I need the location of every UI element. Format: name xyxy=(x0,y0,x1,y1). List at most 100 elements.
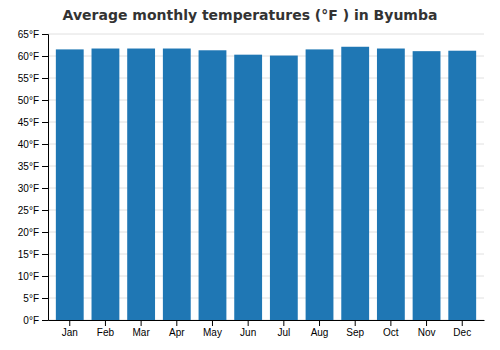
x-tick-label: Feb xyxy=(97,327,115,338)
y-tick: 45°F xyxy=(18,117,48,128)
bar xyxy=(127,49,155,320)
y-tick: 20°F xyxy=(18,227,48,238)
x-tick-label: Nov xyxy=(418,327,436,338)
x-tick-label: Sep xyxy=(346,327,364,338)
x-tick-mark xyxy=(176,320,177,326)
bar xyxy=(448,51,476,320)
bar xyxy=(56,49,84,320)
x-tick-mark xyxy=(390,320,391,326)
x-tick: Jul xyxy=(277,320,290,338)
grid-line xyxy=(48,34,484,35)
y-tick-label: 50°F xyxy=(18,95,39,106)
y-tick: 5°F xyxy=(23,293,48,304)
y-tick-mark xyxy=(42,298,48,299)
x-tick: Sep xyxy=(346,320,364,338)
grid xyxy=(48,34,484,320)
x-tick-label: Aug xyxy=(311,327,329,338)
x-tick-mark xyxy=(355,320,356,326)
y-tick-label: 35°F xyxy=(18,161,39,172)
y-tick: 0°F xyxy=(23,315,48,326)
x-tick: May xyxy=(203,320,222,338)
y-tick-label: 15°F xyxy=(18,249,39,260)
x-tick: Dec xyxy=(453,320,471,338)
x-tick-label: Jun xyxy=(240,327,256,338)
x-tick-label: Oct xyxy=(383,327,399,338)
y-tick-mark xyxy=(42,232,48,233)
bar xyxy=(163,49,191,320)
x-tick-mark xyxy=(105,320,106,326)
y-tick-label: 30°F xyxy=(18,183,39,194)
x-tick: Feb xyxy=(97,320,115,338)
x-tick: Oct xyxy=(383,320,399,338)
bar xyxy=(306,49,334,320)
y-tick: 40°F xyxy=(18,139,48,150)
y-tick: 60°F xyxy=(18,51,48,62)
x-tick-mark xyxy=(69,320,70,326)
x-tick-mark xyxy=(283,320,284,326)
y-tick: 10°F xyxy=(18,271,48,282)
y-tick: 35°F xyxy=(18,161,48,172)
y-tick-mark xyxy=(42,254,48,255)
y-tick-label: 40°F xyxy=(18,139,39,150)
y-tick-mark xyxy=(42,320,48,321)
x-tick-label: Apr xyxy=(169,327,185,338)
y-tick-mark xyxy=(42,78,48,79)
y-tick: 55°F xyxy=(18,73,48,84)
x-tick: Mar xyxy=(133,320,151,338)
title: Average monthly temperatures (°F ) in By… xyxy=(63,7,438,23)
y-axis: 0°F 5°F 10°F 15°F 20°F 25°F 30°F 35°F 40°F 45°F 50… xyxy=(18,29,49,326)
x-axis: Jan Feb Mar Apr May Jun Jul Aug Sep Oct Nov Dec xyxy=(49,320,485,338)
x-tick-mark xyxy=(141,320,142,326)
y-axis-line xyxy=(42,35,49,321)
y-tick: 15°F xyxy=(18,249,48,260)
plot: 0°F 5°F 10°F 15°F 20°F 25°F 30°F 35°F 40°F 45°F 50… xyxy=(18,29,485,338)
x-tick-label: Mar xyxy=(133,327,151,338)
x-tick-label: Jul xyxy=(277,327,290,338)
y-tick: 50°F xyxy=(18,95,48,106)
y-tick-label: 45°F xyxy=(18,117,39,128)
chart: 0°F 5°F 10°F 15°F 20°F 25°F 30°F 35°F 40°F 45°F 50… xyxy=(0,0,500,350)
y-tick: 65°F xyxy=(18,29,48,40)
y-tick-label: 0°F xyxy=(23,315,39,326)
y-tick-label: 25°F xyxy=(18,205,39,216)
x-tick-mark xyxy=(462,320,463,326)
bar xyxy=(413,51,441,320)
y-tick-mark xyxy=(42,122,48,123)
y-tick-mark xyxy=(42,276,48,277)
y-tick-mark xyxy=(42,34,48,35)
y-tick: 30°F xyxy=(18,183,48,194)
x-tick: Apr xyxy=(169,320,185,338)
bar xyxy=(234,55,262,320)
bars xyxy=(56,47,476,320)
y-tick-label: 60°F xyxy=(18,51,39,62)
x-tick-mark xyxy=(319,320,320,326)
bar xyxy=(341,47,369,320)
x-tick: Nov xyxy=(418,320,436,338)
x-tick: Jun xyxy=(240,320,256,338)
y-tick: 25°F xyxy=(18,205,48,216)
x-tick: Aug xyxy=(311,320,329,338)
y-tick-mark xyxy=(42,100,48,101)
y-tick-mark xyxy=(42,144,48,145)
bar xyxy=(92,49,120,320)
y-tick-label: 55°F xyxy=(18,73,39,84)
y-tick-mark xyxy=(42,188,48,189)
y-tick-mark xyxy=(42,210,48,211)
x-tick-mark xyxy=(248,320,249,326)
y-tick-label: 10°F xyxy=(18,271,39,282)
x-tick-label: Jan xyxy=(62,327,78,338)
x-tick-label: May xyxy=(203,327,222,338)
y-tick-label: 65°F xyxy=(18,29,39,40)
x-tick: Jan xyxy=(62,320,78,338)
x-tick-label: Dec xyxy=(453,327,471,338)
x-tick-mark xyxy=(426,320,427,326)
y-tick-label: 20°F xyxy=(18,227,39,238)
y-tick-label: 5°F xyxy=(23,293,39,304)
x-axis-line xyxy=(49,320,485,321)
bar xyxy=(270,56,298,320)
y-tick-mark xyxy=(42,56,48,57)
bar xyxy=(377,49,405,320)
x-tick-mark xyxy=(212,320,213,326)
bar xyxy=(199,50,227,320)
y-tick-mark xyxy=(42,166,48,167)
